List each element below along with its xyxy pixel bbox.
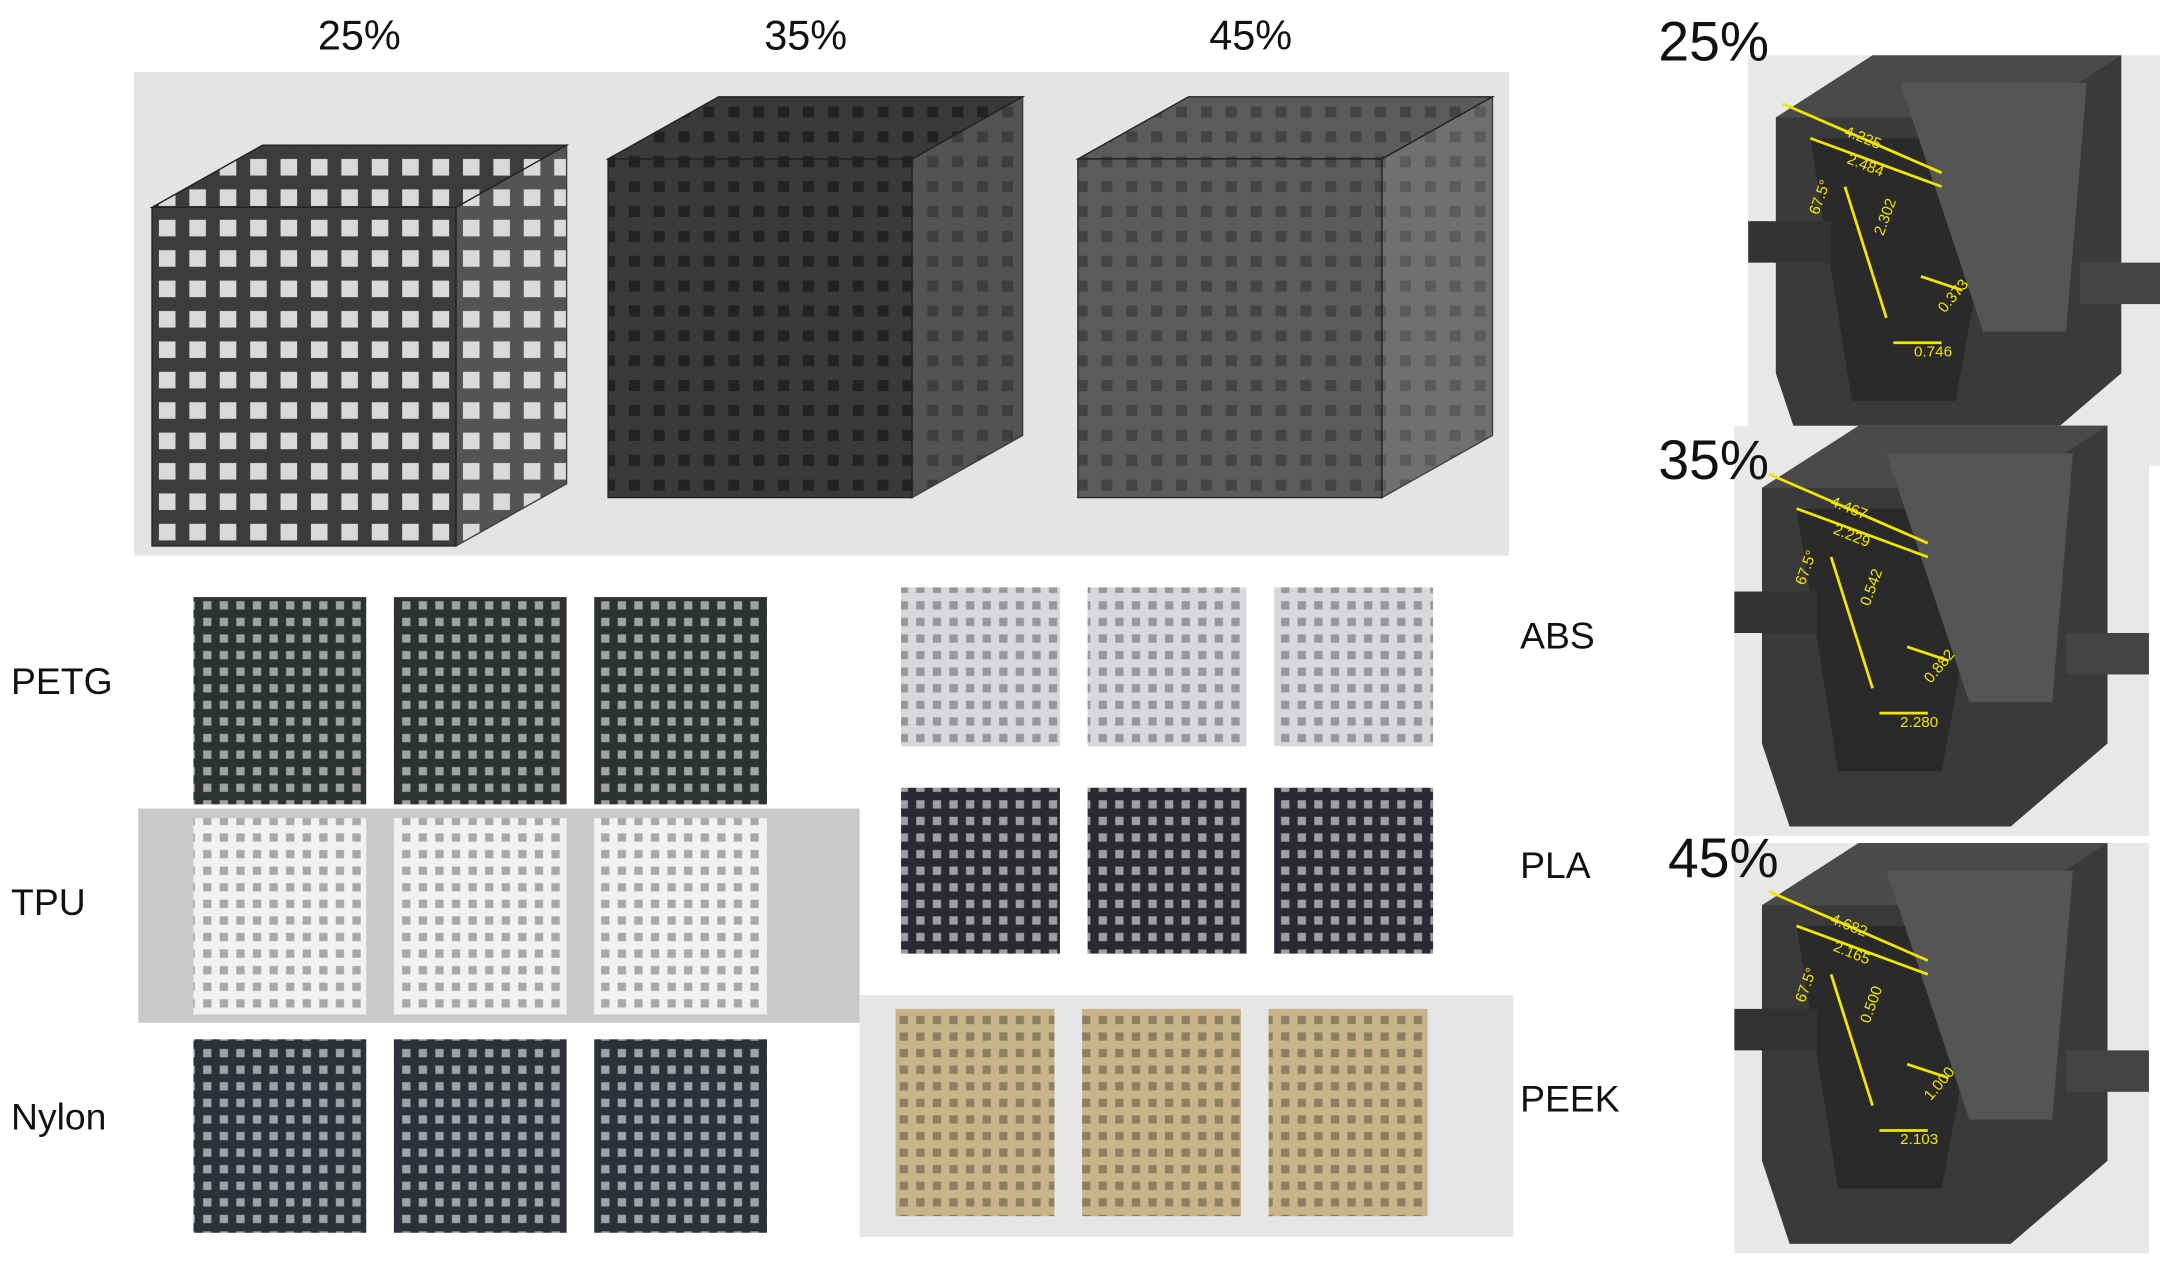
cube-side (1381, 95, 1494, 499)
unit-cell-label: 25% (1658, 10, 1769, 72)
specimen-lattice (901, 787, 1060, 954)
specimen-lattice (594, 818, 767, 1015)
specimen-lattice (594, 597, 767, 805)
material-label: ABS (1520, 614, 1595, 656)
specimen-lattice (1087, 787, 1247, 954)
cell-bar (2066, 1050, 2149, 1092)
dimension-arrow (1809, 136, 1943, 188)
specimen-lattice (193, 1039, 367, 1233)
cube-side (911, 95, 1024, 499)
porosity-label: 45% (1209, 12, 1292, 59)
specimen-lattice (393, 597, 567, 805)
material-label: TPU (11, 881, 86, 923)
material-label: Nylon (11, 1095, 106, 1137)
specimen-lattice (895, 1008, 1055, 1217)
cube-front (151, 206, 457, 547)
specimen-lattice (393, 818, 567, 1015)
dimension-label: 0.746 (1914, 343, 1952, 360)
dimension-arrow (1796, 924, 1929, 976)
cell-bar (1748, 221, 1832, 263)
specimen-lattice (193, 597, 367, 805)
specimen-lattice (193, 818, 367, 1015)
porosity-label: 25% (318, 12, 401, 59)
dimension-arrow (1920, 275, 1963, 292)
cell-bar (1734, 1008, 1818, 1051)
cell-bar (2066, 633, 2149, 675)
cell-bar (1734, 591, 1818, 633)
dimension-label: 2.280 (1900, 714, 1938, 731)
unit-cell-label: 45% (1668, 827, 1779, 889)
dimension-arrow (1796, 507, 1929, 559)
cube-front (607, 158, 913, 499)
dimension-arrow (1782, 102, 1943, 175)
specimen-lattice (1082, 1008, 1241, 1217)
dimension-arrow (1768, 472, 1929, 545)
specimen-lattice (1268, 1008, 1428, 1217)
unit-cell-label: 35% (1658, 429, 1769, 491)
cell-hole (1886, 453, 2073, 703)
specimen-lattice (1274, 787, 1434, 954)
dimension-arrow (1829, 973, 1874, 1107)
material-label: PETG (11, 660, 113, 702)
dimension-arrow (1906, 645, 1949, 662)
porosity-label: 35% (764, 12, 847, 59)
specimen-lattice (1274, 587, 1434, 747)
cell-bar (2079, 262, 2160, 305)
cube-front (1077, 158, 1383, 499)
material-label: PEEK (1520, 1077, 1620, 1119)
cube-side (455, 143, 568, 548)
dimension-arrow (1829, 556, 1874, 689)
material-label: PLA (1520, 844, 1591, 886)
cell-hole (1900, 82, 2087, 332)
dimension-arrow (1768, 890, 1929, 962)
specimen-lattice (901, 587, 1060, 747)
dimension-arrow (1843, 186, 1888, 319)
specimen-lattice (1087, 587, 1247, 747)
cell-hole (1886, 870, 2073, 1120)
dimension-label: 2.103 (1900, 1131, 1938, 1148)
specimen-lattice (594, 1039, 767, 1233)
dimension-arrow (1906, 1062, 1949, 1080)
specimen-lattice (393, 1039, 567, 1233)
